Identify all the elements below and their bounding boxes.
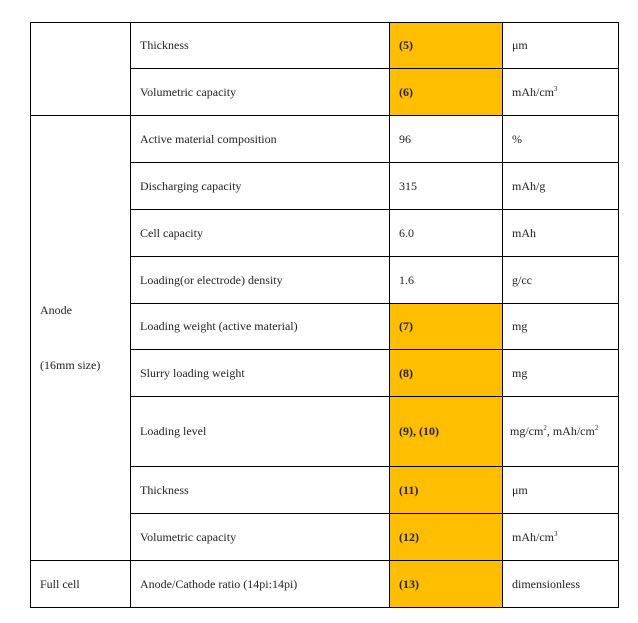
param-cell: Anode/Cathode ratio (14pi:14pi): [130, 560, 390, 608]
value-cell: (13): [389, 560, 503, 608]
param-cell: Volumetric capacity: [130, 513, 390, 561]
unit-text: mAh/cm: [512, 84, 554, 99]
param-cell: Volumetric capacity: [130, 68, 390, 116]
unit-cell: mAh/cm3: [502, 513, 619, 561]
group-label-anode: Anode: [40, 303, 72, 317]
table-row: Loading level (9), (10) mg/cm2, mAh/cm2: [31, 396, 619, 467]
table-row: Loading(or electrode) density 1.6 g/cc: [31, 256, 619, 304]
unit-cell: mAh: [502, 209, 619, 257]
unit-superscript: 2: [594, 424, 599, 432]
value-cell: (9), (10): [389, 396, 503, 467]
unit-cell: mg: [502, 303, 619, 350]
group-cell-anode: Anode (16mm size): [30, 115, 131, 561]
unit-superscript: 2: [543, 424, 547, 432]
unit-text: mg/cm: [510, 424, 544, 438]
table-row: Cell capacity 6.0 mAh: [31, 209, 619, 257]
table-row: Discharging capacity 315 mAh/g: [31, 162, 619, 210]
unit-cell: mg/cm2, mAh/cm2: [502, 396, 619, 467]
param-cell: Cell capacity: [130, 209, 390, 257]
table-row: Thickness (11) μm: [31, 466, 619, 514]
param-cell: Thickness: [130, 466, 390, 514]
unit-text: mAh/cm: [512, 529, 554, 544]
unit-cell: dimensionless: [502, 560, 619, 608]
value-cell: (12): [389, 513, 503, 561]
param-cell: Thickness: [130, 22, 390, 69]
group-cell-empty: [30, 22, 131, 116]
param-cell: Loading level: [130, 396, 390, 467]
param-cell: Loading(or electrode) density: [130, 256, 390, 304]
value-cell: 96: [389, 115, 503, 163]
unit-cell: mg: [502, 349, 619, 397]
unit-superscript: 3: [554, 529, 558, 538]
value-cell: 1.6: [389, 256, 503, 304]
table-row: Volumetric capacity (6) mAh/cm3: [31, 68, 619, 116]
value-cell: (8): [389, 349, 503, 397]
unit-cell: mAh/g: [502, 162, 619, 210]
unit-cell: g/cc: [502, 256, 619, 304]
unit-cell: %: [502, 115, 619, 163]
table-row: Full cell Anode/Cathode ratio (14pi:14pi…: [30, 560, 619, 608]
param-cell: Loading weight (active material): [130, 303, 390, 350]
unit-cell: mAh/cm3: [502, 68, 619, 116]
table-row: Anode (16mm size) Active material compos…: [30, 115, 619, 561]
table-row: Slurry loading weight (8) mg: [31, 349, 619, 397]
table-row: Loading weight (active material) (7) mg: [31, 303, 619, 350]
param-cell: Active material composition: [130, 115, 390, 163]
group-cell-full-cell: Full cell: [30, 560, 131, 608]
value-cell: 315: [389, 162, 503, 210]
group-label-anode-size: (16mm size): [40, 358, 101, 372]
value-cell: (5): [389, 22, 503, 69]
value-cell: (11): [389, 466, 503, 514]
value-cell: (7): [389, 303, 503, 350]
unit-cell: μm: [502, 466, 619, 514]
param-cell: Discharging capacity: [130, 162, 390, 210]
value-cell: 6.0: [389, 209, 503, 257]
unit-cell: μm: [502, 22, 619, 69]
spec-table: Thickness (5) μm Volumetric capacity (6)…: [30, 22, 619, 608]
unit-text: , mAh/cm: [546, 424, 595, 438]
unit-superscript: 3: [554, 84, 558, 93]
table-row: Thickness (5) μm: [30, 22, 619, 116]
param-cell: Slurry loading weight: [130, 349, 390, 397]
value-cell: (6): [389, 68, 503, 116]
